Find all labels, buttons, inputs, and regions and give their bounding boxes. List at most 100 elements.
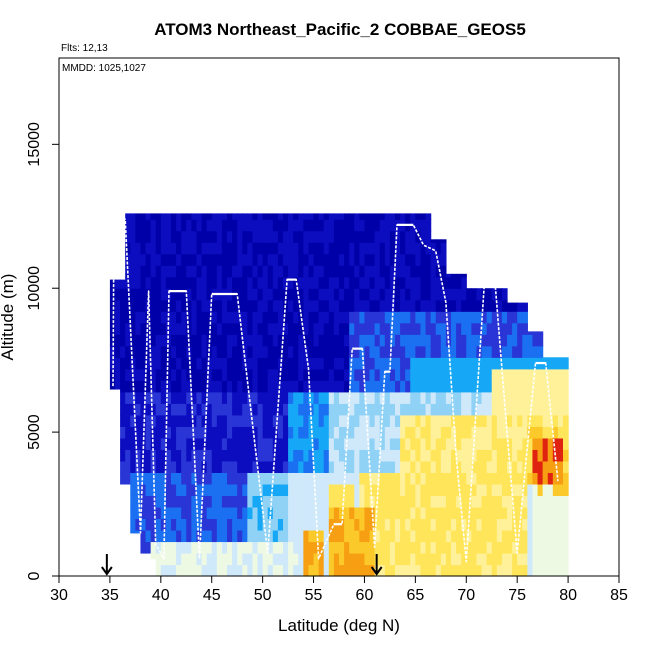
heatmap-cell	[181, 322, 187, 335]
heatmap-cell	[507, 506, 513, 520]
heatmap-cell	[384, 414, 391, 427]
heatmap-cell	[257, 213, 264, 220]
heatmap-cell	[221, 311, 228, 324]
heatmap-cell	[384, 265, 391, 278]
heatmap-cell	[303, 380, 310, 393]
y-tick-label: 10000	[26, 266, 43, 311]
heatmap-cell	[344, 345, 350, 358]
heatmap-cell	[216, 426, 223, 439]
heatmap-cell	[216, 495, 223, 508]
heatmap-cell	[283, 213, 289, 220]
heatmap-cell	[517, 529, 523, 543]
heatmap-cell	[277, 472, 284, 485]
heatmap-cell	[206, 564, 213, 577]
heatmap-cell	[145, 242, 152, 255]
heatmap-cell	[242, 483, 248, 497]
heatmap-cell	[486, 518, 493, 531]
heatmap-cell	[313, 322, 320, 335]
heatmap-cell	[379, 276, 386, 289]
heatmap-cell	[476, 495, 483, 508]
heatmap-cell	[405, 460, 411, 473]
heatmap-cell	[247, 414, 254, 427]
heatmap-cell	[354, 322, 360, 335]
heatmap-cell	[206, 391, 213, 404]
heatmap-cell	[232, 541, 238, 554]
heatmap-cell	[333, 334, 340, 347]
heatmap-cell	[211, 322, 218, 335]
heatmap-cell	[145, 253, 152, 266]
heatmap-cell	[257, 506, 264, 520]
heatmap-cell	[176, 552, 182, 566]
heatmap-cell	[323, 437, 330, 450]
heatmap-cell	[384, 483, 391, 497]
heatmap-cell	[160, 276, 167, 289]
heatmap-cell	[293, 460, 299, 473]
heatmap-cell	[252, 506, 259, 520]
heatmap-cell	[323, 391, 330, 404]
heatmap-cell	[181, 506, 187, 520]
heatmap-cell	[379, 288, 386, 301]
heatmap-cell	[333, 449, 340, 462]
heatmap-cell	[522, 506, 528, 520]
heatmap-cell	[221, 414, 228, 427]
heatmap-cell	[318, 449, 325, 462]
heatmap-cell	[160, 564, 167, 577]
heatmap-cell	[537, 518, 544, 531]
heatmap-cell	[359, 449, 366, 462]
heatmap-cell	[267, 460, 274, 473]
heatmap-cell	[288, 495, 294, 508]
heatmap-cell	[344, 219, 350, 232]
heatmap-cell	[501, 460, 508, 473]
heatmap-cell	[267, 552, 274, 566]
heatmap-cell	[461, 426, 467, 439]
heatmap-cell	[313, 541, 320, 554]
heatmap-cell	[486, 322, 493, 335]
heatmap-cell	[155, 495, 162, 508]
heatmap-cell	[237, 460, 243, 473]
heatmap-cell	[491, 345, 498, 358]
heatmap-cell	[384, 426, 391, 439]
heatmap-cell	[272, 449, 279, 462]
heatmap-cell	[359, 334, 366, 347]
heatmap-cell	[430, 288, 437, 301]
heatmap-cell	[216, 265, 223, 278]
heatmap-cell	[303, 529, 310, 543]
heatmap-cell	[221, 437, 228, 450]
heatmap-cell	[252, 322, 259, 335]
heatmap-cell	[171, 495, 177, 508]
heatmap-cell	[130, 483, 136, 497]
heatmap-cell	[395, 311, 401, 324]
heatmap-cell	[130, 242, 136, 255]
heatmap-cell	[165, 529, 172, 543]
heatmap-cell	[115, 279, 121, 289]
heatmap-cell	[552, 391, 559, 404]
heatmap-cell	[374, 288, 381, 301]
heatmap-cell	[400, 529, 406, 543]
heatmap-cell	[451, 460, 457, 473]
heatmap-cell	[201, 495, 208, 508]
heatmap-cell	[507, 426, 513, 439]
heatmap-cell	[491, 449, 498, 462]
heatmap-cell	[277, 506, 284, 520]
heatmap-cell	[323, 219, 330, 232]
heatmap-cell	[501, 483, 508, 497]
heatmap-cell	[537, 529, 544, 543]
heatmap-cell	[293, 219, 299, 232]
heatmap-cell	[206, 213, 213, 220]
heatmap-cell	[425, 213, 432, 220]
heatmap-cell	[333, 322, 340, 335]
heatmap-cell	[252, 345, 259, 358]
heatmap-cell	[451, 273, 457, 278]
heatmap-cell	[196, 437, 203, 450]
heatmap-cell	[257, 437, 264, 450]
heatmap-cell	[359, 518, 366, 531]
heatmap-cell	[440, 495, 447, 508]
heatmap-cell	[298, 230, 304, 243]
heatmap-cell	[150, 541, 157, 554]
heatmap-cell	[171, 213, 177, 220]
heatmap-cell	[186, 529, 192, 543]
heatmap-cell	[181, 426, 187, 439]
heatmap-cell	[451, 403, 457, 416]
heatmap-cell	[445, 288, 452, 301]
heatmap-cell	[267, 230, 274, 243]
